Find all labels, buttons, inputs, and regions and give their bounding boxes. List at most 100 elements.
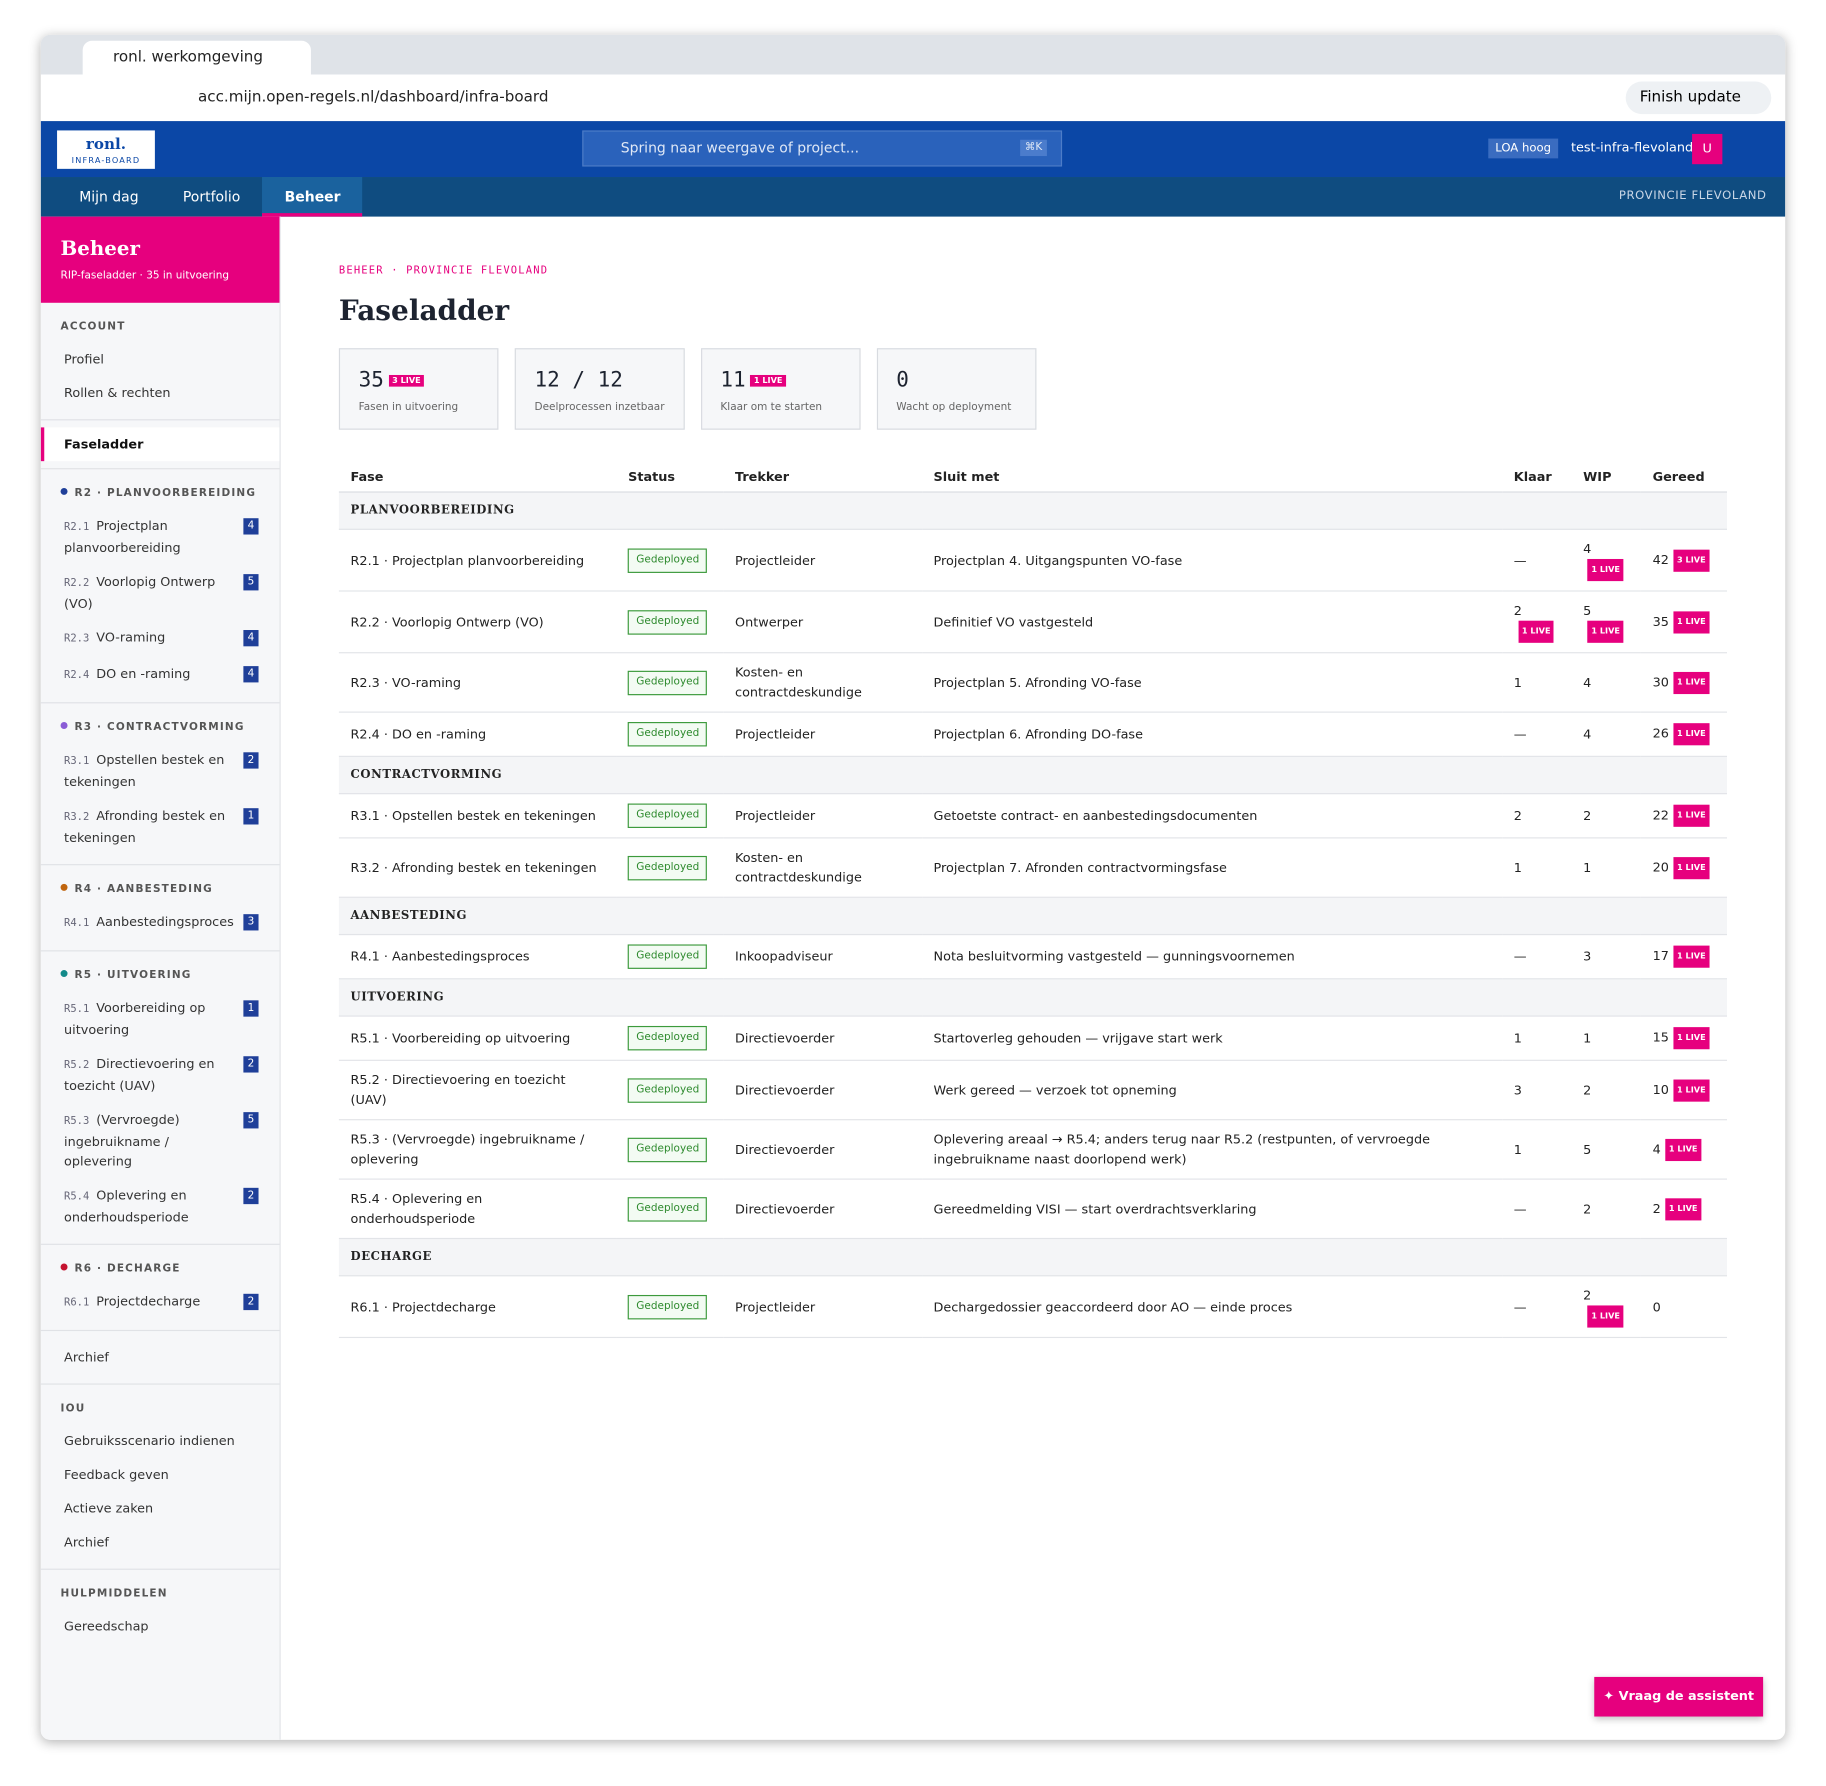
status-badge: Gedeployed [628,1137,708,1162]
sidebar-link-active[interactable]: Faseladder [40,427,280,462]
sidebar-link[interactable]: Archief [64,1349,109,1365]
phase-row[interactable]: R5.2 · Directievoering en toezicht (UAV)… [338,1060,1728,1121]
group-heading: R4 · AANBESTEDING [41,875,280,905]
phase-link[interactable]: R2.4 DO en -raming 4 [41,657,280,693]
sidebar-link[interactable]: Feedback geven [64,1467,169,1483]
sidebar-link[interactable]: Actieve zaken [64,1501,154,1517]
phase-count: 3 [243,914,259,931]
count-cell: — [1502,529,1572,592]
logo[interactable]: ronl. INFRA-BOARD [57,130,155,169]
trekker: Ontwerper [723,591,922,654]
status-cell: Gedeployed [616,793,724,839]
phase-row[interactable]: R4.1 · Aanbestedingsproces Gedeployed Inko… [338,934,1728,980]
sidebar-link[interactable]: Gebruiksscenario indienen [64,1433,235,1449]
user[interactable]: test-infra-flevoland [1570,139,1694,155]
phase-row[interactable]: R5.4 · Oplevering en onderhoudsperiode Ge… [338,1179,1728,1240]
tab-bar: ronl. werkomgeving [40,34,1786,75]
stats: 35 3 LIVE Fasen in uitvoering 12 / 12 Deelpr… [338,348,1727,430]
sluit-met: Werk gereed — verzoek tot opneming [921,1060,1503,1121]
phase-row[interactable]: R2.3 · VO-raming Gedeployed Kosten- en con… [338,652,1728,713]
section-name: DECHARGE [338,1238,1728,1277]
sidebar-link[interactable]: Archief [64,1534,109,1551]
phase-link[interactable]: R2.2 Voorlopig Ontwerp (VO) 5 [41,565,280,621]
count: 1 [1513,1141,1522,1157]
column-header: Status [616,462,724,493]
sluit-met: Definitief VO vastgesteld [921,591,1503,654]
phase-group: R2 · PLANVOORBEREIDING R2.1 Projectplan pl… [40,469,280,704]
status-badge: Gedeployed [628,1077,708,1103]
count-cell: 35 1 LIVE [1640,591,1728,654]
count: 4 [1583,541,1592,557]
count: 1 [1513,860,1522,876]
status-cell: Gedeployed [616,1275,724,1339]
avatar[interactable]: U [1692,133,1723,165]
phase-code: R2.4 [64,669,90,682]
phase-row[interactable]: R3.2 · Afronding bestek en tekeningen Ged… [338,837,1728,898]
phase-row[interactable]: R2.2 · Voorlopig Ontwerp (VO) Gedeployed O… [338,591,1728,654]
count: 2 [1513,808,1522,824]
phase-row[interactable]: R5.3 · (Vervroegde) ingebruikname / ople… [338,1119,1728,1180]
count: 1 [1513,1030,1522,1046]
live-badge: 1 LIVE [1587,1305,1624,1328]
fase: R2.3 · VO-raming [338,652,617,713]
phase-link[interactable]: R5.3 (Vervroegde) ingebruikname / oplever… [41,1103,280,1179]
live-badge: 1 LIVE [1673,1078,1710,1102]
section-heading: IOU [60,1403,86,1415]
count: 26 [1652,726,1669,742]
phase-link[interactable]: R5.2 Directievoering en toezicht (UAV) 2 [41,1047,280,1103]
assistant-button[interactable]: ✦ Vraag de assistent [1594,1676,1764,1717]
group-dot [60,487,68,495]
count: — [1513,949,1527,965]
phase-link[interactable]: R3.2 Afronding bestek en tekeningen 1 [41,799,280,855]
phase-link[interactable]: R5.1 Voorbereiding op uitvoering 1 [41,991,280,1047]
nav-tab[interactable]: Portfolio [182,188,241,205]
sidebar-header: Beheer RIP-faseladder · 35 in uitvoering [40,216,280,303]
phase-table: Fase Status Trekker Sluit met Klaar WIP Gereed… [338,462,1728,1339]
count-cell: 2 [1502,793,1572,839]
browser-tab[interactable]: ronl. werkomgeving [82,40,311,75]
phase-link[interactable]: R4.1 Aanbestedingsproces 3 [41,905,280,941]
phase-link[interactable]: R2.3 VO-raming 4 [41,621,280,657]
nav-bar: PROVINCIE FLEVOLAND Mijn dag Portfolio Beh… [40,177,1786,217]
status-badge: Gedeployed [628,1196,708,1222]
url[interactable]: acc.mijn.open-regels.nl/dashboard/infra-… [197,88,549,106]
live-badge: 1 LIVE [1518,620,1555,643]
sidebar-link[interactable]: Rollen & rechten [64,385,171,401]
status-badge: Gedeployed [628,547,708,573]
sidebar-section: HULPMIDDELEN Gereedschap [41,1570,280,1653]
sidebar-link[interactable]: Profiel [64,351,104,367]
sidebar-section: IOU Gebruiksscenario indienen Feedback gev… [40,1385,280,1570]
search[interactable]: Spring naar weergave of project... ⌘K [582,130,1063,167]
phase-row[interactable]: R2.1 · Projectplan planvoorbereiding Gede… [338,529,1728,592]
sidebar-link[interactable]: Gereedschap [64,1618,149,1634]
phase-row[interactable]: R2.4 · DO en -raming Gedeployed Projectlei… [338,712,1728,757]
count-cell: 41 LIVE [1571,529,1641,592]
group-heading-text: R5 · UITVOERING [74,970,192,982]
sluit-met: Nota besluitvorming vastgesteld — gunnin… [921,934,1503,980]
nav-tab[interactable]: Mijn dag [79,188,139,205]
phase-count: 2 [243,752,259,769]
phase-row[interactable]: R6.1 · Projectdecharge Gedeployed Projectl… [338,1275,1728,1339]
section-heading: HULPMIDDELEN [60,1588,168,1601]
fase: R6.1 · Projectdecharge [338,1275,617,1339]
phase-label: Directievoering en toezicht (UAV) [64,1056,215,1094]
phase-link[interactable]: R5.4 Oplevering en onderhoudsperiode 2 [41,1179,280,1235]
phase-count: 2 [243,1293,259,1311]
stat-label: Fasen in uitvoering [358,401,459,414]
group-heading-text: R3 · CONTRACTVORMING [74,722,245,734]
nav-tab[interactable]: Beheer [262,177,363,217]
update-button[interactable]: Finish update [1625,81,1772,115]
phase-link[interactable]: R6.1 Projectdecharge 2 [41,1284,280,1320]
phase-count: 4 [243,518,259,535]
phase-row[interactable]: R5.1 · Voorbereiding op uitvoering Gedepl… [338,1016,1728,1061]
count: 30 [1652,674,1669,690]
group-heading: R2 · PLANVOORBEREIDING [41,479,280,509]
phase-count: 1 [243,1000,259,1017]
live-badge: 1 LIVE [1587,558,1624,582]
phase-code: R4.1 [64,917,90,930]
phase-link[interactable]: R3.1 Opstellen bestek en tekeningen 2 [41,743,280,799]
count-cell: 15 1 LIVE [1640,1016,1728,1061]
phase-link[interactable]: R2.1 Projectplan planvoorbereiding 4 [41,509,280,565]
main: BEHEER · PROVINCIE FLEVOLAND Faseladder 35… [338,217,1728,1339]
phase-row[interactable]: R3.1 · Opstellen bestek en tekeningen Ged… [338,793,1728,839]
